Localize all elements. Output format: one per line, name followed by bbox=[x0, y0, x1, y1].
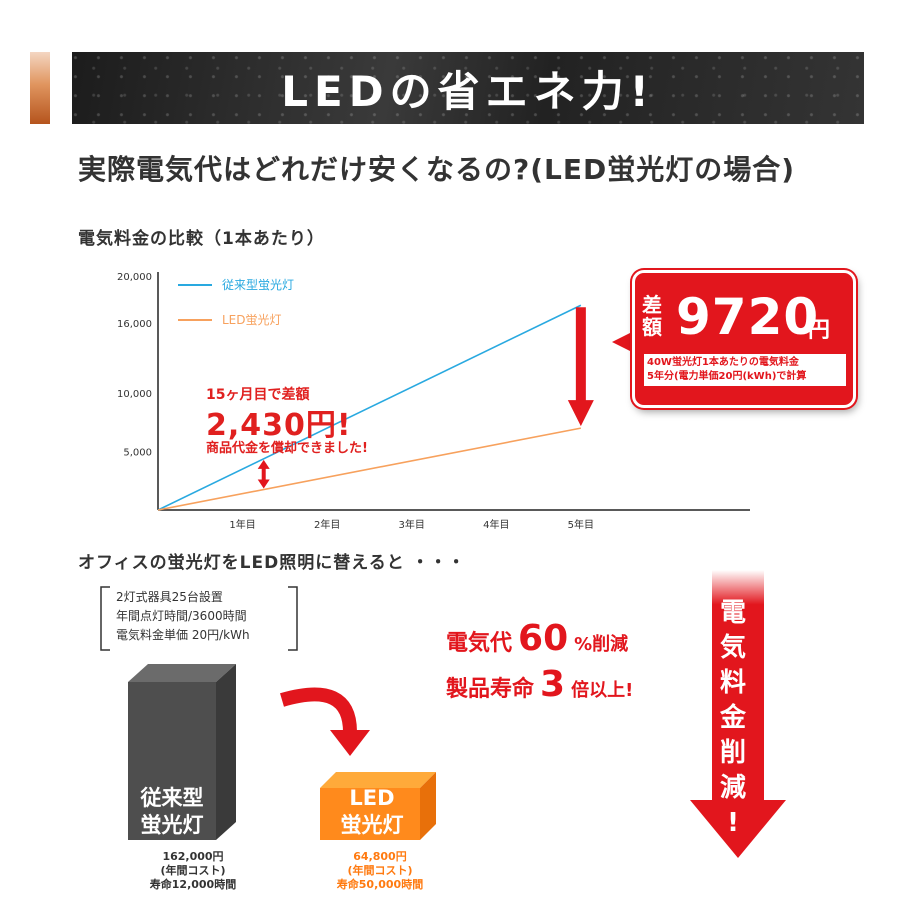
chart-legend: 従来型蛍光灯 LED蛍光灯 bbox=[178, 278, 294, 327]
up-arrow-icon bbox=[257, 459, 270, 469]
spec-line-3: 電気料金単価 20円/kWh bbox=[116, 628, 250, 642]
chart-annotations bbox=[257, 307, 594, 489]
legend-label: LED蛍光灯 bbox=[222, 313, 282, 327]
series-line-conventional bbox=[157, 304, 582, 511]
vertical-char: 削 bbox=[719, 738, 746, 768]
y-tick-label: 20,000 bbox=[117, 272, 152, 283]
old-box-label: 従来型 蛍光灯 bbox=[128, 785, 216, 839]
claim-lifespan-number: 3 bbox=[540, 664, 566, 705]
spec-brackets bbox=[100, 586, 298, 651]
x-tick-label: 4年目 bbox=[483, 518, 509, 531]
series-line-led bbox=[157, 427, 582, 511]
vertical-char: 減 bbox=[719, 773, 746, 803]
old-box-top bbox=[128, 664, 236, 682]
line-chart: 5,000 10,000 16,000 20,000 1年目 2年目 3年目 4年目 5年目 従… bbox=[117, 272, 750, 531]
spec-box: 2灯式器具25台設置 年間点灯時間/3600時間 電気料金単価 20円/kWh bbox=[116, 588, 250, 645]
old-box-front bbox=[128, 682, 216, 840]
x-tick-label: 1年目 bbox=[229, 518, 255, 531]
curved-arrow-head-icon bbox=[330, 730, 370, 756]
annotation-15-months: 15ヶ月目で差額 bbox=[206, 387, 310, 403]
claim-lifespan: 製品寿命 3 倍以上! bbox=[446, 664, 633, 705]
header-banner: LEDの省エネ力! bbox=[72, 52, 864, 124]
chart-section-title: 電気料金の比較（1本あたり） bbox=[78, 229, 325, 249]
office-replacement-text: オフィスの蛍光灯をLED照明に替えると ・・・ bbox=[78, 553, 466, 573]
header-accent-bar bbox=[30, 52, 50, 124]
chart-axes bbox=[157, 272, 750, 511]
annotation-payback-text: 商品代金を償却できました! bbox=[206, 441, 368, 456]
callout-label: 差額 bbox=[642, 293, 662, 339]
vertical-char: ! bbox=[727, 808, 739, 838]
double-arrow-shaft bbox=[261, 464, 266, 484]
down-arrow-large-icon bbox=[690, 570, 786, 858]
y-tick-label: 16,000 bbox=[117, 319, 152, 330]
vertical-label: 電 気 料 金 削 減 ! bbox=[708, 596, 758, 841]
difference-arrow-shaft bbox=[575, 307, 586, 403]
led-label-1: LED bbox=[349, 786, 395, 810]
callout-unit: 円 bbox=[808, 318, 831, 343]
vertical-char: 料 bbox=[719, 668, 746, 698]
led-cost-info: 64,800円 (年間コスト) 寿命50,000時間 bbox=[315, 850, 445, 892]
claim-lifespan-suffix: 倍以上! bbox=[571, 680, 634, 701]
callout-value: 9720 bbox=[676, 288, 820, 346]
y-tick-label: 10,000 bbox=[117, 389, 152, 400]
vertical-char: 金 bbox=[719, 703, 746, 733]
claim-electricity-number: 60 bbox=[518, 618, 569, 659]
led-life: 寿命50,000時間 bbox=[336, 878, 424, 891]
section-subtitle: 実際電気代はどれだけ安くなるの?(LED蛍光灯の場合) bbox=[78, 153, 796, 186]
led-box-label: LED 蛍光灯 bbox=[322, 785, 422, 839]
legend-label: 従来型蛍光灯 bbox=[222, 278, 294, 292]
old-cost: 162,000円 bbox=[162, 850, 224, 863]
x-tick-label: 3年目 bbox=[399, 518, 425, 531]
x-tick-label: 5年目 bbox=[568, 518, 594, 531]
old-cost-info: 162,000円 (年間コスト) 寿命12,000時間 bbox=[128, 850, 258, 892]
page-title: LEDの省エネ力! bbox=[281, 66, 655, 116]
claim-electricity: 電気代 60 %削減 bbox=[446, 618, 628, 659]
old-cost-note: (年間コスト) bbox=[160, 864, 226, 877]
callout-note-2: 5年分(電力単価20円(kWh)で計算 bbox=[647, 371, 807, 382]
vertical-char: 気 bbox=[719, 633, 746, 663]
chart-ticks: 5,000 10,000 16,000 20,000 1年目 2年目 3年目 4年目 5年目 bbox=[117, 272, 594, 531]
curved-arrow-body bbox=[280, 687, 357, 733]
y-tick-label: 5,000 bbox=[123, 448, 152, 459]
led-box-top bbox=[320, 772, 436, 788]
cost-comparison-boxes bbox=[128, 664, 436, 840]
old-label-2: 蛍光灯 bbox=[140, 813, 204, 837]
vertical-char: 電 bbox=[719, 598, 746, 628]
callout-notes: 40W蛍光灯1本あたりの電気料金 5年分(電力単価20円(kWh)で計算 bbox=[644, 354, 846, 386]
led-box-front bbox=[320, 788, 420, 840]
claim-lifespan-prefix: 製品寿命 bbox=[446, 677, 535, 702]
old-label-1: 従来型 bbox=[140, 786, 204, 810]
spec-line-2: 年間点灯時間/3600時間 bbox=[116, 609, 247, 623]
led-cost-note: (年間コスト) bbox=[347, 864, 413, 877]
old-life: 寿命12,000時間 bbox=[149, 878, 237, 891]
old-box-side bbox=[216, 664, 236, 840]
led-box-side bbox=[420, 772, 436, 840]
down-arrow-icon bbox=[567, 400, 594, 427]
annotation-difference-amount: 2,430円! bbox=[206, 408, 352, 443]
claim-electricity-suffix: %削減 bbox=[574, 634, 629, 655]
chart-lines bbox=[157, 304, 582, 511]
callout-note-1: 40W蛍光灯1本あたりの電気料金 bbox=[647, 357, 799, 368]
led-cost: 64,800円 bbox=[353, 850, 407, 863]
x-tick-label: 2年目 bbox=[314, 518, 340, 531]
led-label-2: 蛍光灯 bbox=[340, 813, 404, 837]
down-arrow-small-icon bbox=[257, 479, 270, 489]
claim-electricity-prefix: 電気代 bbox=[446, 631, 513, 656]
spec-line-1: 2灯式器具25台設置 bbox=[116, 590, 223, 604]
